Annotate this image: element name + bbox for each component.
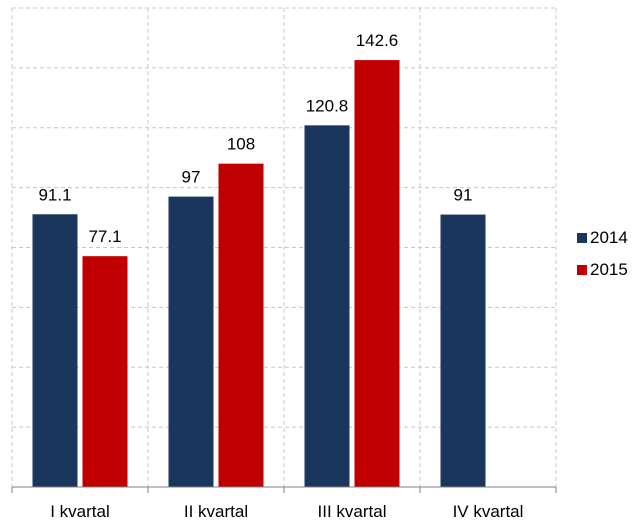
x-tick-label: II kvartal <box>184 502 248 521</box>
bar-2014-1 <box>32 214 78 487</box>
data-label-2014-3: 120.8 <box>306 96 349 115</box>
data-label-2014-1: 91.1 <box>38 185 71 204</box>
x-axis: I kvartal II kvartal III kvartal IV kvartal <box>11 486 557 521</box>
x-tick-label: III kvartal <box>318 502 387 521</box>
data-labels: 91.1 97 120.8 91 77.1 108 142.6 <box>38 31 472 246</box>
data-label-2015-2: 108 <box>227 135 255 154</box>
bar-2014-4 <box>440 214 486 487</box>
legend-swatch-2014 <box>577 233 587 243</box>
data-label-2014-2: 97 <box>182 168 201 187</box>
gridlines <box>11 7 557 487</box>
data-label-2014-4: 91 <box>454 186 473 205</box>
bar-2014-2 <box>168 196 214 487</box>
bar-2015-3 <box>354 60 400 488</box>
bar-2014-3 <box>304 125 350 487</box>
bars <box>32 60 486 488</box>
x-tick-label: I kvartal <box>50 502 110 521</box>
data-label-2015-1: 77.1 <box>88 227 121 246</box>
bar-2015-2 <box>218 163 264 488</box>
legend-label-2014: 2014 <box>590 228 628 247</box>
legend-label-2015: 2015 <box>590 260 628 279</box>
bar-2015-1 <box>82 256 128 487</box>
legend: 2014 2015 <box>577 228 628 279</box>
legend-swatch-2015 <box>577 265 587 275</box>
x-tick-label: IV kvartal <box>453 502 524 521</box>
data-label-2015-3: 142.6 <box>356 31 399 50</box>
